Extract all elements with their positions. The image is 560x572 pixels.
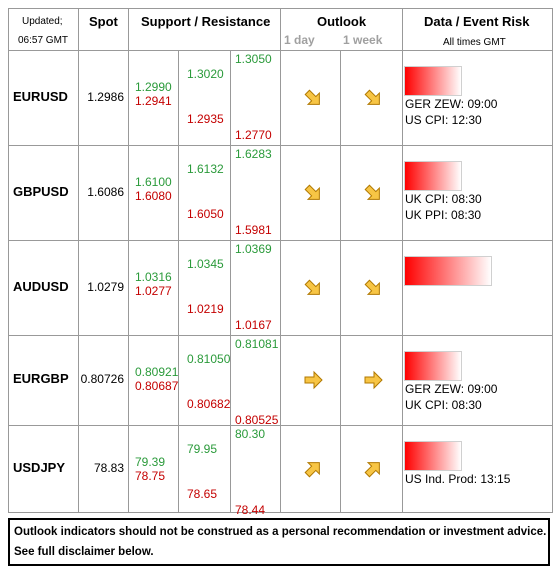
event: GER ZEW: 09:00 — [405, 382, 498, 396]
pair: EURGBP — [13, 371, 69, 386]
header-day: 1 day — [284, 33, 315, 47]
outlook-arrow — [304, 184, 320, 200]
row-line — [8, 512, 553, 513]
support: 1.0277 — [135, 284, 172, 298]
header-updated: Updated; — [22, 16, 63, 27]
border — [552, 8, 553, 512]
support: 78.65 — [187, 487, 218, 501]
event: US CPI: 12:30 — [405, 113, 482, 127]
risk-bar — [404, 351, 462, 381]
column-line — [230, 50, 231, 512]
header-spot: Spot — [89, 14, 118, 29]
risk-bar — [404, 256, 492, 286]
spot: 78.83 — [93, 460, 124, 475]
row-line — [8, 145, 553, 146]
resistance: 1.3020 — [187, 67, 224, 81]
support: 1.2941 — [135, 94, 172, 108]
resistance: 0.80921 — [135, 365, 179, 379]
resistance: 0.81081 — [235, 337, 279, 351]
support: 1.0167 — [235, 318, 272, 332]
spot: 0.80726 — [80, 372, 124, 386]
resistance: 79.95 — [187, 442, 218, 456]
support: 0.80682 — [187, 397, 231, 411]
column-line — [128, 8, 129, 512]
resistance: 80.30 — [235, 427, 266, 441]
outlook-arrow — [364, 279, 380, 295]
pair: GBPUSD — [13, 183, 69, 199]
column-line — [340, 50, 341, 512]
support: 78.75 — [135, 469, 166, 483]
column-line — [78, 8, 79, 512]
resistance: 79.39 — [135, 455, 166, 469]
support: 1.0219 — [187, 302, 224, 316]
support: 0.80687 — [135, 379, 179, 393]
header-times: All times GMT — [443, 37, 506, 48]
risk-bar — [404, 161, 462, 191]
event: UK PPI: 08:30 — [405, 208, 482, 222]
event: US Ind. Prod: 13:15 — [405, 472, 511, 486]
pair: USDJPY — [13, 459, 66, 475]
border — [8, 8, 9, 512]
outlook-arrow — [364, 370, 383, 390]
row-line — [8, 425, 553, 426]
disclaimer: Outlook indicators should not be constru… — [14, 526, 547, 538]
header-week: 1 week — [343, 33, 383, 47]
spot: 1.2986 — [87, 89, 124, 104]
column-line — [280, 8, 281, 512]
resistance: 0.81050 — [187, 352, 231, 366]
resistance: 1.6100 — [135, 175, 172, 189]
header-sr: Support / Resistance — [141, 14, 271, 29]
support: 1.6080 — [135, 189, 172, 203]
header-data: Data / Event Risk — [424, 14, 530, 29]
disclaimer: See full disclaimer below. — [14, 546, 154, 558]
support: 1.5981 — [235, 223, 272, 237]
resistance: 1.3050 — [235, 52, 272, 66]
row-line — [8, 240, 553, 241]
disclaimer-box: Outlook indicators should not be constru… — [8, 518, 550, 566]
outlook-arrow — [304, 89, 320, 105]
row-line — [8, 50, 553, 51]
spot: 1.6086 — [87, 184, 124, 199]
column-line — [178, 50, 179, 512]
pair: EURUSD — [13, 88, 68, 104]
outlook-arrow — [304, 370, 323, 390]
resistance: 1.6132 — [187, 162, 224, 176]
support: 78.44 — [235, 503, 266, 517]
outlook-arrow — [364, 184, 380, 200]
column-line — [402, 8, 403, 512]
spot: 1.0279 — [87, 279, 124, 294]
row-line — [8, 335, 553, 336]
support: 1.2935 — [187, 112, 224, 126]
event: GER ZEW: 09:00 — [405, 97, 498, 111]
event: UK CPI: 08:30 — [405, 398, 482, 412]
resistance: 1.0316 — [135, 270, 172, 284]
support: 1.6050 — [187, 207, 224, 221]
outlook-arrow — [304, 461, 320, 477]
support: 0.80525 — [235, 413, 279, 427]
outlook-arrow — [364, 461, 380, 477]
header-time: 06:57 GMT — [18, 35, 69, 46]
risk-bar — [404, 66, 462, 96]
resistance: 1.0369 — [235, 242, 272, 256]
support: 1.2770 — [235, 128, 272, 142]
resistance: 1.2990 — [135, 80, 172, 94]
resistance: 1.0345 — [187, 257, 224, 271]
resistance: 1.6283 — [235, 147, 272, 161]
outlook-arrow — [304, 279, 320, 295]
header-outlook: Outlook — [317, 14, 367, 29]
event: UK CPI: 08:30 — [405, 192, 482, 206]
risk-bar — [404, 441, 462, 471]
pair: AUDUSD — [13, 278, 69, 294]
outlook-arrow — [364, 89, 380, 105]
